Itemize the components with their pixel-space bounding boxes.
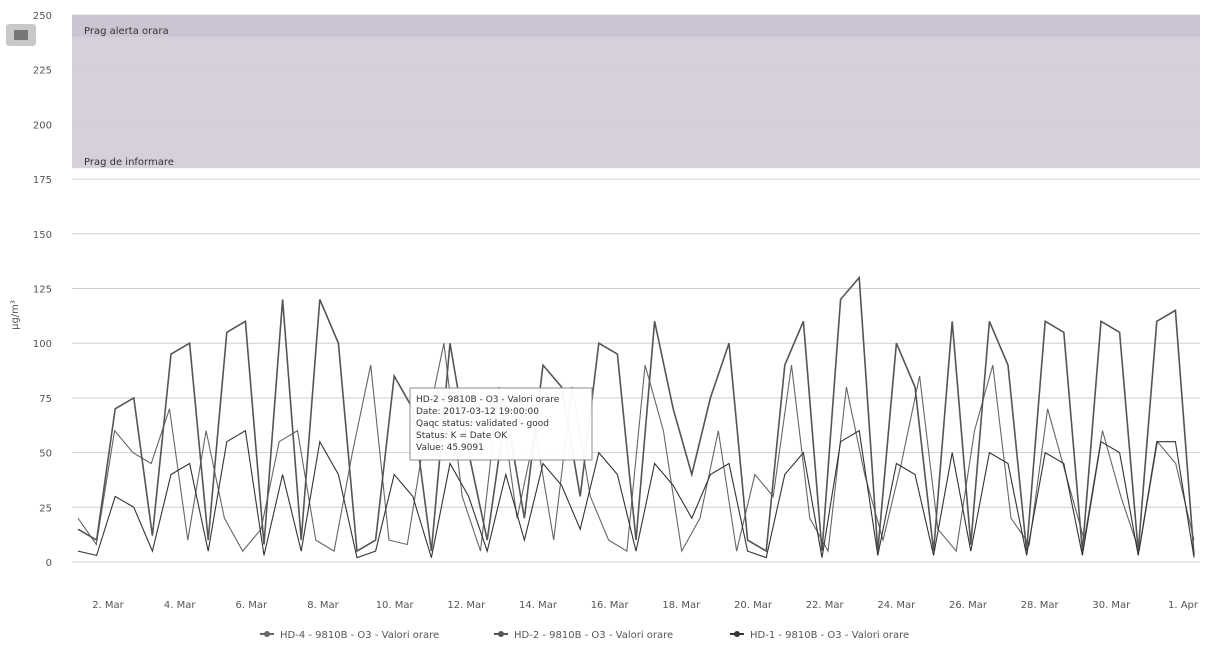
y-tick-label: 0 [46, 558, 52, 569]
tooltip-line-4: Value: 45.9091 [416, 443, 484, 453]
threshold-band-label-0: Prag alerta orara [84, 26, 169, 37]
x-tick-label: 20. Mar [734, 600, 773, 611]
y-tick-label: 50 [39, 449, 52, 460]
legend-marker-0[interactable] [264, 631, 270, 637]
tooltip-line-3: Status: K = Date OK [416, 431, 508, 441]
tooltip-line-1: Date: 2017-03-12 19:00:00 [416, 407, 539, 417]
tooltip-line-2: Qaqc status: validated - good [416, 419, 549, 429]
x-tick-label: 22. Mar [806, 600, 845, 611]
x-tick-label: 4. Mar [164, 600, 196, 611]
y-tick-label: 175 [33, 175, 52, 186]
legend-marker-1[interactable] [498, 631, 504, 637]
y-tick-label: 25 [39, 503, 52, 514]
series-line-2[interactable] [77, 429, 1195, 559]
y-tick-label: 125 [33, 285, 52, 296]
x-tick-label: 1. Apr [1168, 600, 1199, 611]
legend-item-2[interactable]: HD-1 - 9810B - O3 - Valori orare [750, 630, 909, 641]
x-tick-label: 16. Mar [591, 600, 630, 611]
series-line-1[interactable] [77, 275, 1195, 556]
legend-item-1[interactable]: HD-2 - 9810B - O3 - Valori orare [514, 630, 673, 641]
y-tick-label: 250 [33, 11, 52, 22]
x-tick-label: 18. Mar [662, 600, 701, 611]
x-tick-label: 6. Mar [236, 600, 268, 611]
x-tick-label: 10. Mar [376, 600, 415, 611]
x-tick-label: 14. Mar [519, 600, 558, 611]
x-tick-label: 2. Mar [92, 600, 124, 611]
export-menu-button[interactable] [6, 24, 36, 46]
threshold-band-1 [72, 36, 1200, 169]
threshold-band-label-1: Prag de informare [84, 157, 174, 168]
x-tick-label: 26. Mar [949, 600, 988, 611]
x-tick-label: 24. Mar [877, 600, 916, 611]
y-tick-label: 150 [33, 230, 52, 241]
x-tick-label: 12. Mar [447, 600, 486, 611]
y-tick-label: 75 [39, 394, 52, 405]
threshold-band-0 [72, 15, 1200, 37]
legend-item-0[interactable]: HD-4 - 9810B - O3 - Valori orare [280, 630, 439, 641]
x-tick-label: 8. Mar [307, 600, 339, 611]
x-tick-label: 30. Mar [1092, 600, 1131, 611]
legend-marker-2[interactable] [734, 631, 740, 637]
y-tick-label: 100 [33, 339, 52, 350]
tooltip-box [409, 387, 593, 461]
y-axis-label: µg/m³ [10, 300, 21, 330]
x-tick-label: 28. Mar [1021, 600, 1060, 611]
y-tick-label: 200 [33, 120, 52, 131]
y-tick-label: 225 [33, 66, 52, 77]
export-menu-icon[interactable] [14, 30, 28, 40]
tooltip-line-0: HD-2 - 9810B - O3 - Valori orare [416, 395, 560, 405]
series-line-0[interactable] [77, 343, 1195, 553]
